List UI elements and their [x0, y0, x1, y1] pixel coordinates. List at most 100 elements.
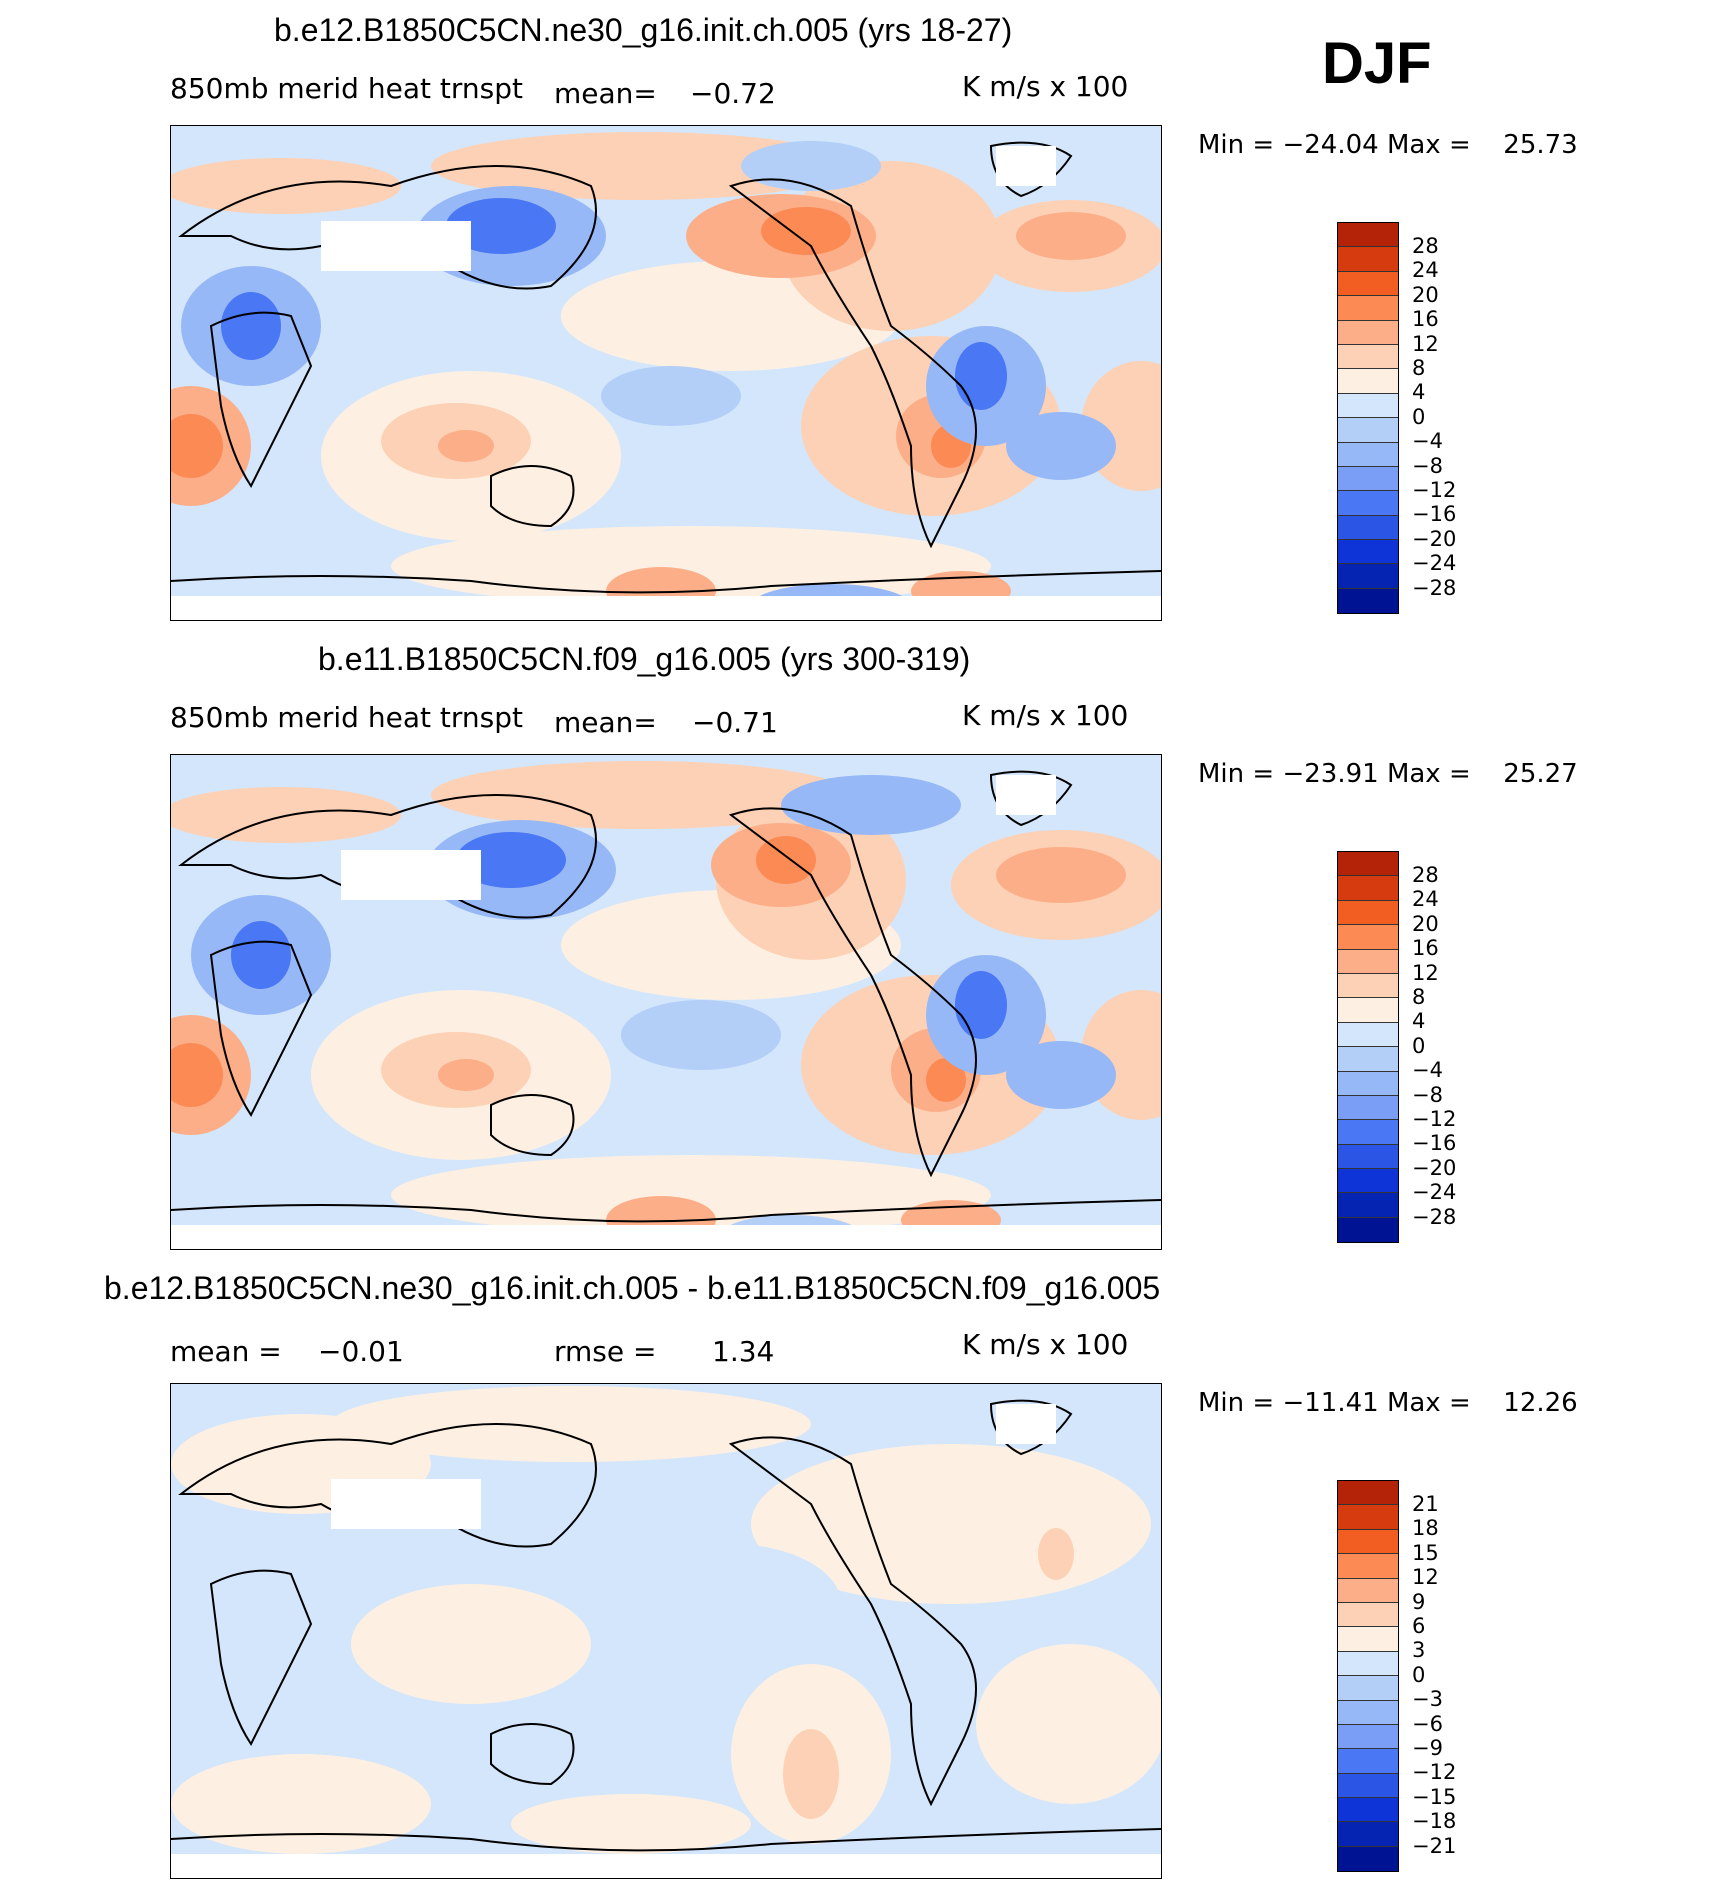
contour-warm: [171, 414, 223, 478]
panel-1-level-label: −20: [1412, 526, 1457, 551]
coastline-australia: [490, 1094, 575, 1157]
panel-1-colorbar-box: [1338, 393, 1398, 419]
contour-warm: [351, 1584, 591, 1704]
panel-1-colorbar-box: [1338, 418, 1398, 443]
panel-3-level-label: −6: [1412, 1711, 1443, 1736]
panel-1-level-label: −4: [1412, 429, 1443, 454]
coastline-americas: [728, 807, 977, 1178]
panel-1-level-label: −28: [1412, 575, 1457, 600]
panel-1-level-label: 8: [1412, 356, 1426, 380]
panel-2-variable: 850mb merid heat trnspt: [170, 701, 523, 734]
contour-cool: [456, 832, 566, 888]
panel-2-colorbar-box: [1338, 925, 1398, 950]
greenland-mask: [996, 775, 1056, 815]
panel-2-contours: [171, 761, 1161, 1249]
panel-2-level-label: −12: [1412, 1107, 1457, 1131]
panel-2-level-label: 8: [1412, 985, 1426, 1009]
panel-1-max-label: Max =: [1386, 130, 1471, 160]
panel-2-mean-value: −0.71: [692, 706, 778, 739]
panel-2-level-label: 28: [1412, 863, 1439, 887]
panel-2-minmax: Min = −23.91 Max = 25.27: [1198, 759, 1578, 789]
panel-1-level-label: 0: [1412, 404, 1426, 429]
panel-3-colorbar: [1337, 1480, 1399, 1873]
contour-cool: [955, 342, 1007, 410]
panel-1-colorbar-box: [1338, 442, 1398, 467]
panel-1-variable: 850mb merid heat trnspt: [170, 72, 523, 105]
contour-warm: [171, 1754, 431, 1854]
panel-2-level-label: 0: [1412, 1033, 1426, 1058]
coastline-africa: [209, 1569, 313, 1746]
panel-3-level-label: −9: [1412, 1736, 1443, 1760]
panel-1-colorbar-box: [1338, 223, 1398, 248]
contour-warm: [756, 836, 816, 884]
panel-1-level-label: 4: [1412, 380, 1426, 405]
panel-1-level-label: 28: [1412, 234, 1439, 258]
contour-cool: [601, 366, 741, 426]
panel-3-level-label: −18: [1412, 1809, 1457, 1834]
antarctica-mask: [171, 596, 1161, 620]
panel-2-colorbar-box: [1338, 1193, 1398, 1218]
panel-1-level-label: 20: [1412, 282, 1439, 307]
panel-1-min-value: −24.04: [1282, 130, 1379, 160]
contour-warm: [996, 847, 1126, 903]
panel-3-max-label: Max =: [1386, 1388, 1471, 1418]
antarctica-mask: [171, 1225, 1161, 1249]
panel-1-level-label: −24: [1412, 551, 1457, 576]
contour-cool: [1006, 1041, 1116, 1109]
panel-2-min-label: Min =: [1198, 759, 1275, 789]
coastline-australia: [490, 1723, 575, 1786]
panel-2-colorbar-box: [1338, 973, 1398, 999]
panel-3-map: [170, 1383, 1162, 1879]
panel-2-colorbar-box: [1338, 1217, 1398, 1243]
panel-3-contours: [171, 1386, 1161, 1854]
contour-warm: [438, 430, 494, 462]
panel-2-colorbar-box: [1338, 900, 1398, 926]
panel-3-colorbar-box: [1338, 1505, 1398, 1530]
panel-2-colorbar-box: [1338, 1071, 1398, 1096]
coastline-americas: [728, 178, 977, 549]
panel-2-colorbar-box: [1338, 852, 1398, 877]
panel-1-colorbar-box: [1338, 247, 1398, 272]
panel-3-colorbar-box: [1338, 1749, 1398, 1774]
panel-3-level-label: 15: [1412, 1540, 1439, 1565]
panel-3-colorbar-box: [1338, 1529, 1398, 1555]
coastline-australia: [490, 465, 575, 528]
panel-3-level-label: −15: [1412, 1784, 1457, 1809]
panel-2-mean-label: mean=: [554, 706, 657, 739]
panel-1-colorbar-box: [1338, 491, 1398, 516]
coastline-africa: [209, 940, 313, 1117]
panel-1-units: K m/s x 100: [962, 70, 1129, 103]
contour-warm: [171, 1043, 223, 1107]
tibet-mask: [321, 221, 471, 271]
panel-3-colorbar-box: [1338, 1700, 1398, 1725]
contour-cool: [741, 141, 881, 191]
panel-1-colorbar-box: [1338, 271, 1398, 297]
coastline-antarctica: [171, 1828, 1161, 1852]
panel-3-max-value: 12.26: [1503, 1388, 1578, 1418]
panel-1-mean-value: −0.72: [690, 77, 776, 110]
panel-3-level-label: 3: [1412, 1638, 1426, 1663]
panel-3-colorbar-box: [1338, 1651, 1398, 1677]
panel-1-level-label: 12: [1412, 331, 1439, 356]
contour-warm: [1038, 1528, 1074, 1580]
panel-3-colorbar-box: [1338, 1481, 1398, 1506]
panel-3-level-label: 18: [1412, 1516, 1439, 1541]
panel-2-colorbar-box: [1338, 1047, 1398, 1072]
panel-2-colorbar-box: [1338, 1120, 1398, 1145]
panel-2-colorbar-box: [1338, 998, 1398, 1023]
greenland-mask: [996, 1404, 1056, 1444]
coastline-eurasia: [178, 794, 597, 919]
panel-3-title: b.e12.B1850C5CN.ne30_g16.init.ch.005 - b…: [104, 1270, 1161, 1306]
panel-1-contours: [171, 132, 1161, 620]
panel-1-level-label: 16: [1412, 307, 1439, 332]
panel-2-colorbar-box: [1338, 949, 1398, 974]
panel-2-colorbar-box: [1338, 1169, 1398, 1194]
panel-2-level-label: −24: [1412, 1180, 1457, 1205]
panel-2-colorbar: [1337, 851, 1399, 1244]
tibet-mask: [331, 1479, 481, 1529]
contour-cool: [621, 1544, 841, 1664]
panel-1-map: [170, 125, 1162, 621]
panel-1-colorbar-box: [1338, 344, 1398, 370]
contour-cool: [621, 1000, 781, 1070]
panel-3-level-label: 12: [1412, 1565, 1439, 1590]
